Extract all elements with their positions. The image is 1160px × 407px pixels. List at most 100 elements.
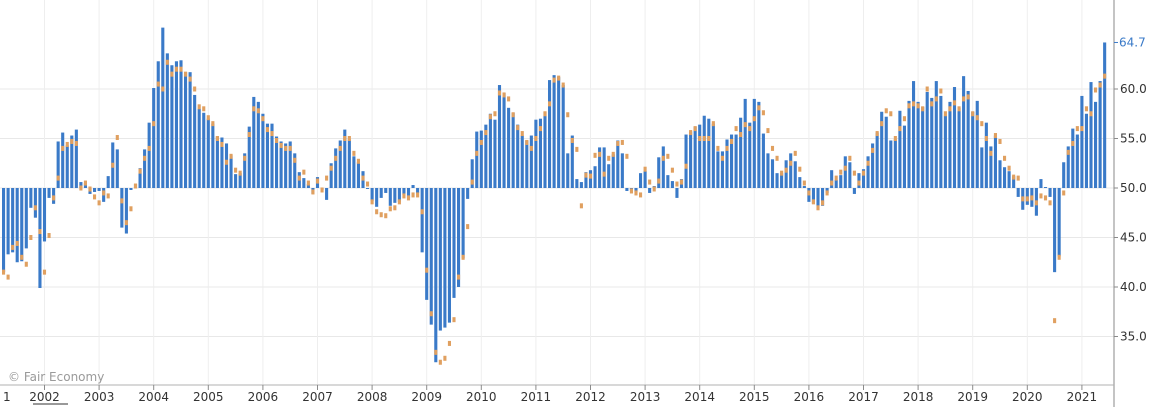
bar-actual xyxy=(666,175,670,188)
forecast-marker xyxy=(120,198,124,204)
forecast-marker xyxy=(570,137,574,143)
forecast-marker xyxy=(925,86,929,92)
x-tick-label: 2004 xyxy=(138,390,169,404)
forecast-marker xyxy=(111,162,115,168)
bar-actual xyxy=(188,72,192,188)
bar-actual xyxy=(411,185,415,188)
x-tick-label: 2017 xyxy=(848,390,879,404)
forecast-marker xyxy=(889,111,893,117)
forecast-marker xyxy=(707,136,711,141)
bar-actual xyxy=(1066,146,1070,188)
bar-actual xyxy=(488,113,492,188)
bar-actual xyxy=(252,96,256,188)
forecast-marker xyxy=(447,340,451,346)
bar-actual xyxy=(397,188,401,202)
bar-actual xyxy=(620,153,624,188)
bar-actual xyxy=(243,153,247,188)
bar-actual xyxy=(184,72,188,188)
bar-actual xyxy=(752,98,756,188)
forecast-marker xyxy=(789,160,793,166)
bar-actual xyxy=(889,140,893,188)
forecast-marker xyxy=(611,151,615,157)
bar-actual xyxy=(625,188,629,191)
bar-actual xyxy=(948,101,952,188)
forecast-marker xyxy=(102,190,106,196)
forecast-marker xyxy=(511,112,515,118)
forecast-marker xyxy=(716,145,720,151)
forecast-marker xyxy=(1071,140,1075,146)
forecast-marker xyxy=(1034,200,1038,206)
forecast-marker xyxy=(388,206,392,212)
bar-actual xyxy=(852,188,856,194)
forecast-marker xyxy=(1012,174,1016,180)
forecast-marker xyxy=(575,146,579,152)
forecast-marker xyxy=(179,66,183,72)
forecast-marker xyxy=(393,205,397,211)
bar-actual xyxy=(334,148,338,188)
x-tick-label: 2002 xyxy=(29,390,60,404)
bar-actual xyxy=(65,145,69,188)
forecast-marker xyxy=(202,106,206,112)
bar-actual xyxy=(584,172,588,188)
forecast-marker xyxy=(1103,73,1107,79)
bar-actual xyxy=(115,149,119,188)
bar-actual xyxy=(74,129,78,188)
bar-actual xyxy=(224,143,229,188)
forecast-marker xyxy=(588,173,593,179)
forecast-marker xyxy=(1039,193,1043,199)
forecast-marker xyxy=(652,186,656,192)
bar-actual xyxy=(1003,167,1007,188)
bar-actual xyxy=(830,170,834,188)
bar-actual xyxy=(507,107,511,188)
y-tick-label: 55.0 xyxy=(1120,132,1147,146)
forecast-marker xyxy=(1062,190,1066,196)
bar-actual xyxy=(461,188,465,259)
bar-actual xyxy=(634,188,638,192)
forecast-marker xyxy=(133,183,138,189)
forecast-marker xyxy=(534,136,538,141)
bar-actual xyxy=(525,140,529,188)
forecast-marker xyxy=(821,200,825,206)
forecast-marker xyxy=(38,229,42,235)
bar-actual xyxy=(934,81,938,188)
bar-actual xyxy=(1098,81,1102,188)
forecast-marker xyxy=(457,274,461,280)
forecast-marker xyxy=(643,166,647,172)
bar-actual xyxy=(716,151,720,188)
forecast-marker xyxy=(284,145,288,151)
forecast-marker xyxy=(730,138,734,144)
bar-actual xyxy=(70,135,74,188)
forecast-marker xyxy=(516,125,520,131)
forecast-marker xyxy=(406,195,411,201)
x-tick-label: 2015 xyxy=(739,390,770,404)
bar-actual xyxy=(261,113,265,188)
forecast-marker xyxy=(1048,200,1052,206)
forecast-marker xyxy=(1089,111,1093,117)
forecast-marker xyxy=(261,116,265,122)
forecast-marker xyxy=(493,111,497,117)
bar-actual xyxy=(998,160,1002,188)
bar-actual xyxy=(338,140,342,188)
bar-actual xyxy=(170,65,174,188)
bar-actual xyxy=(707,118,711,188)
forecast-marker xyxy=(998,138,1002,144)
bar-actual xyxy=(675,188,679,198)
bar-actual xyxy=(420,188,424,253)
forecast-marker xyxy=(1021,196,1025,202)
forecast-marker xyxy=(980,121,984,127)
bar-actual xyxy=(356,162,360,188)
bar-actual xyxy=(238,173,242,188)
bar-actual xyxy=(406,188,411,198)
bar-actual xyxy=(811,188,815,204)
bar-actual xyxy=(438,188,442,331)
bar-actual xyxy=(1103,42,1107,188)
forecast-marker xyxy=(152,121,156,127)
forecast-marker xyxy=(79,185,83,191)
forecast-marker xyxy=(252,106,256,112)
last-value-label: 64.7 xyxy=(1119,35,1146,49)
forecast-marker xyxy=(206,115,210,121)
bar-actual xyxy=(689,131,693,188)
bar-actual xyxy=(329,163,333,188)
bar-actual xyxy=(1084,113,1088,188)
bar-actual xyxy=(47,188,51,198)
